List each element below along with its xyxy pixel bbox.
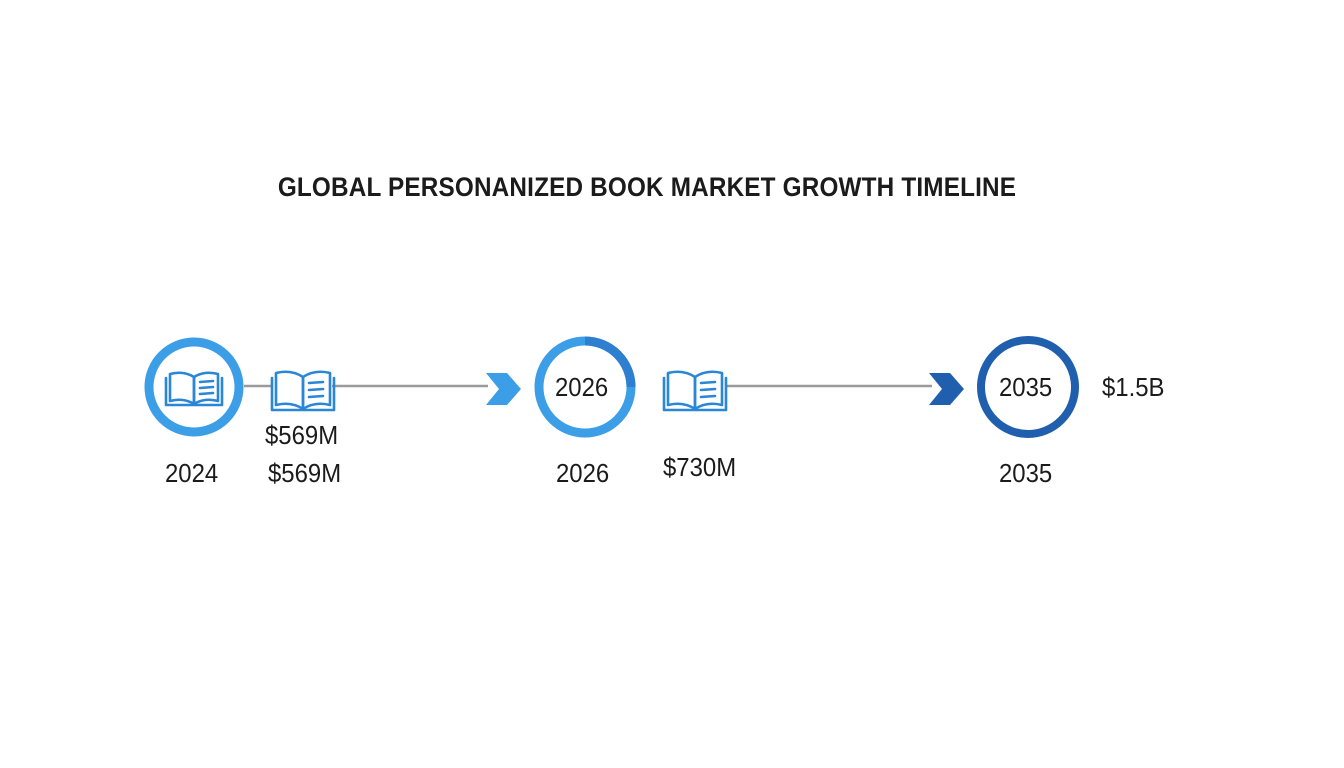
year-label-2024: 2024 (165, 458, 219, 488)
year-label-2035: 2035 (999, 458, 1053, 488)
value-label: $569M (265, 420, 339, 450)
page-title: GLOBAL PERSONANIZED BOOK MARKET GROWTH T… (277, 172, 1017, 202)
ring-label-2035: 2035 (999, 372, 1053, 402)
open-book-icon (164, 371, 224, 407)
milestone-ring-accent (584, 336, 636, 388)
value-label: $1.5B (1102, 372, 1165, 402)
milestone-ring-2035 (977, 336, 1079, 438)
value-label: $569M (268, 458, 342, 488)
value-label: $730M (663, 452, 737, 482)
year-label-2026: 2026 (556, 458, 610, 488)
chevron-right-icon (486, 373, 521, 405)
open-book-icon (270, 370, 336, 412)
ring-label-2026: 2026 (555, 372, 609, 402)
open-book-icon (662, 370, 728, 412)
chevron-right-icon (929, 373, 964, 405)
